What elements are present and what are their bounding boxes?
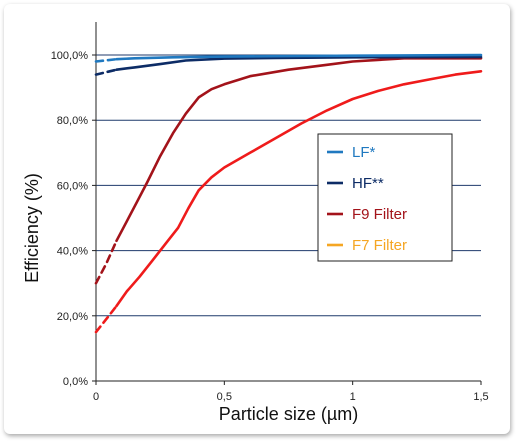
series-1-line (115, 55, 483, 71)
y-tick-label-0: 0,0% (63, 376, 88, 388)
series-1-dashed-segment (94, 68, 118, 76)
legend-box (317, 133, 453, 262)
x-tick-label-1: 0,5 (217, 391, 232, 403)
legend-label-3: F7 Filter (352, 237, 407, 254)
x-axis-title: Particle size (µm) (219, 404, 358, 424)
series-0-dashed-segment (94, 57, 118, 63)
x-tick-label-2: 1 (350, 391, 356, 403)
y-tick-label-5: 100,0% (51, 50, 89, 62)
legend-label-1: HF** (352, 175, 384, 192)
series-2-line (115, 56, 483, 243)
y-tick-label-1: 20,0% (57, 311, 88, 323)
y-tick-label-4: 80,0% (57, 115, 88, 127)
legend-label-0: LF* (352, 144, 376, 161)
x-tick-label-3: 1,5 (473, 391, 488, 403)
series-0-line (115, 53, 483, 61)
y-tick-label-3: 60,0% (57, 180, 88, 192)
series-3-dashed-segment (94, 304, 118, 334)
series-2-dashed-segment (94, 239, 118, 285)
y-axis-title: Efficiency (%) (22, 173, 42, 283)
x-tick-label-0: 0 (93, 391, 99, 403)
series-3-line (115, 70, 483, 308)
y-tick-label-2: 40,0% (57, 246, 88, 258)
legend-label-2: F9 Filter (352, 206, 407, 223)
